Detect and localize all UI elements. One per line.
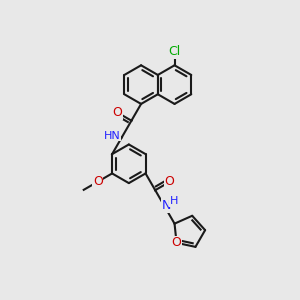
Text: HN: HN xyxy=(103,131,120,141)
Text: H: H xyxy=(169,196,178,206)
Text: O: O xyxy=(172,236,182,249)
Text: N: N xyxy=(162,199,171,212)
Text: O: O xyxy=(112,106,122,119)
Text: Cl: Cl xyxy=(168,45,181,58)
Text: O: O xyxy=(93,175,103,188)
Text: O: O xyxy=(164,176,174,188)
